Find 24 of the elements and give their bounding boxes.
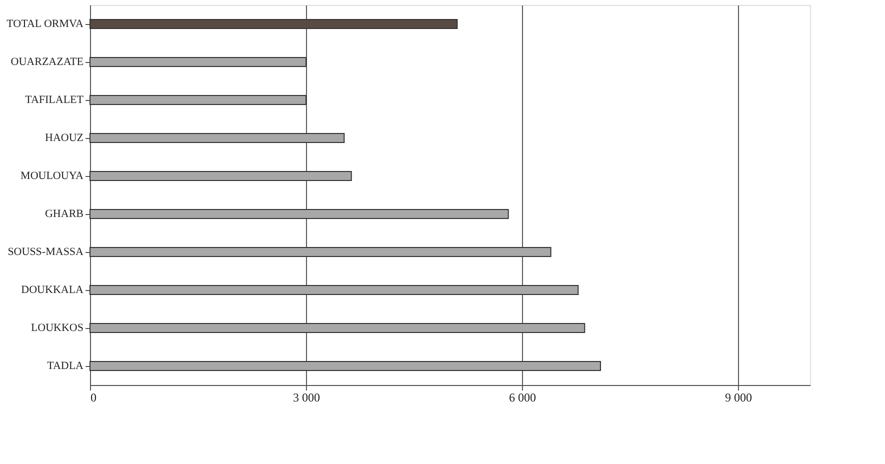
- y-tick-label: TAFILALET: [25, 94, 84, 106]
- y-tick-label: MOULOUYA: [20, 170, 84, 182]
- x-tick-label: 0: [90, 390, 96, 404]
- bar: [90, 95, 306, 105]
- bar: [90, 361, 601, 371]
- y-tick-label: HAOUZ: [45, 132, 84, 144]
- bar: [90, 247, 552, 257]
- bar: [90, 323, 586, 333]
- bar: [90, 57, 306, 67]
- bar: [90, 209, 509, 219]
- y-tick-label: TOTAL ORMVA: [6, 18, 84, 30]
- bar: [90, 171, 352, 181]
- y-tick-label: LOUKKOS: [30, 322, 84, 334]
- y-tick-label: GHARB: [44, 208, 84, 220]
- x-tick-label: 3 000: [293, 390, 320, 404]
- bar: [90, 133, 345, 143]
- x-tick-label: 6 000: [509, 390, 536, 404]
- bar: [90, 285, 579, 295]
- bar: [90, 19, 458, 29]
- y-tick-label: SOUSS-MASSA: [8, 246, 84, 258]
- y-tick-label: OUARZAZATE: [10, 56, 84, 68]
- x-tick-label: 9 000: [725, 390, 752, 404]
- y-tick-label: TADLA: [47, 360, 84, 372]
- y-tick-label: DOUKKALA: [21, 284, 84, 296]
